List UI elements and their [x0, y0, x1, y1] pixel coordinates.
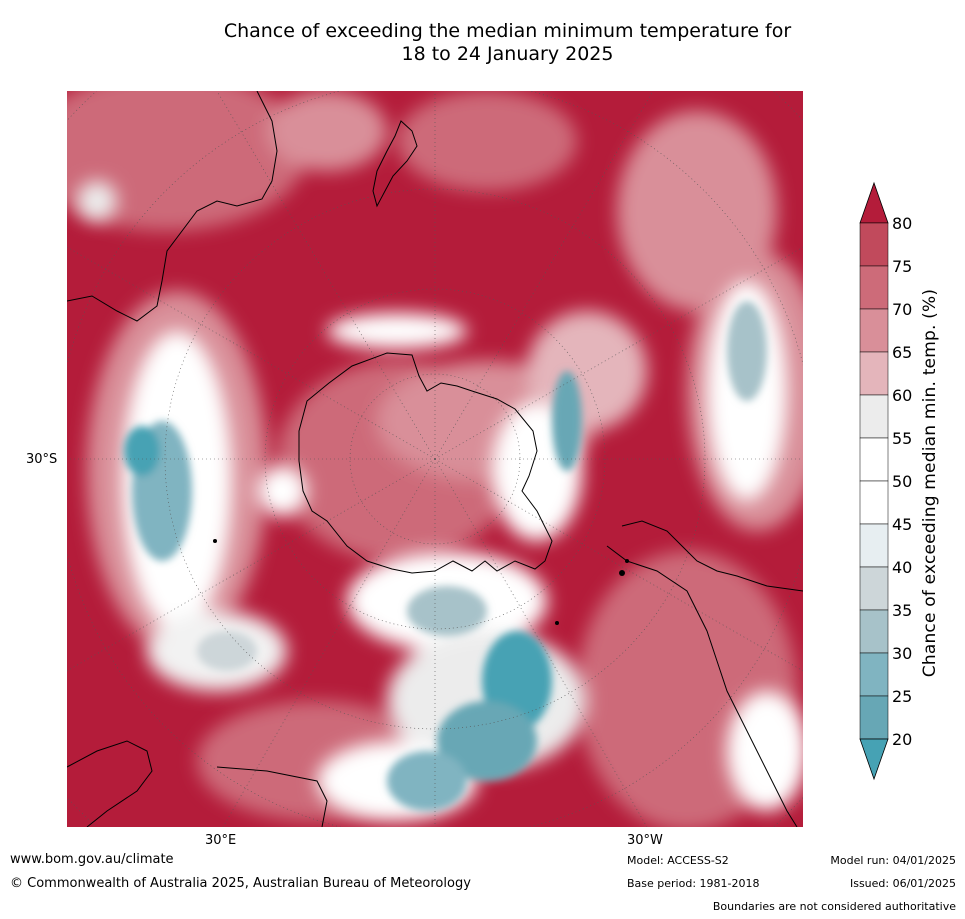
colorbar-band [859, 695, 889, 740]
colorbar-tick-label: 80 [892, 214, 912, 233]
graticule [67, 91, 803, 827]
colorbar-bands [859, 181, 889, 781]
colorbar-band [859, 394, 889, 439]
title-line-2: 18 to 24 January 2025 [401, 43, 614, 65]
colorbar-tick-label: 70 [892, 300, 912, 319]
colorbar-arrow-bottom [859, 738, 889, 781]
south-america-east [606, 545, 798, 827]
colorbar-band [859, 265, 889, 310]
colorbar-band [859, 566, 889, 611]
africa-west [67, 740, 153, 827]
colorbar-band [859, 652, 889, 697]
new-zealand-coast [372, 120, 418, 208]
colorbar-arrow-top [859, 181, 889, 224]
colorbar-tick-label: 20 [892, 730, 912, 749]
colorbar-label: Chance of exceeding median min. temp. (%… [920, 288, 940, 678]
map-panel [67, 91, 803, 827]
islands [213, 539, 629, 625]
colorbar-tick-label: 40 [892, 558, 912, 577]
colorbar-tick-label: 65 [892, 343, 912, 362]
website-link[interactable]: www.bom.gov.au/climate [10, 852, 174, 867]
model-name: Model: ACCESS-S2 [627, 854, 729, 867]
colorbar-tick-label: 45 [892, 515, 912, 534]
colorbar-tick-label: 60 [892, 386, 912, 405]
longitude-label-30w: 30°W [627, 833, 663, 848]
colorbar-tick-label: 25 [892, 687, 912, 706]
teal-regions [124, 301, 767, 811]
coastlines [67, 91, 803, 827]
antarctica-coast [298, 352, 553, 574]
colorbar-band [859, 523, 889, 568]
probability-map [67, 91, 803, 827]
south-america-coast [621, 520, 803, 592]
colorbar-ticks: 80 75 70 65 60 55 50 45 40 35 30 25 20 [892, 214, 912, 749]
colorbar-band [859, 609, 889, 654]
colorbar-band [859, 437, 889, 482]
africa-coast [216, 766, 328, 827]
colorbar-svg: 80 75 70 65 60 55 50 45 40 35 30 25 20 [859, 181, 912, 781]
colorbar: 80 75 70 65 60 55 50 45 40 35 30 25 20 [850, 180, 965, 785]
model-run-date: Model run: 04/01/2025 [830, 854, 956, 867]
title-line-1: Chance of exceeding the median minimum t… [223, 20, 792, 42]
issued-date: Issued: 06/01/2025 [849, 877, 956, 890]
colorbar-band [859, 351, 889, 396]
boundary-disclaimer: Boundaries are not considered authoritat… [712, 900, 956, 913]
colorbar-band [859, 480, 889, 525]
colorbar-tick-label: 75 [892, 257, 912, 276]
latitude-label-30s: 30°S [26, 452, 58, 467]
australia-coast [67, 91, 278, 322]
longitude-label-30e: 30°E [205, 833, 237, 848]
colorbar-tick-label: 55 [892, 429, 912, 448]
chart-title: Chance of exceeding the median minimum t… [0, 20, 965, 66]
colorbar-band [859, 222, 889, 267]
base-period: Base period: 1981-2018 [627, 877, 760, 890]
colorbar-tick-label: 30 [892, 644, 912, 663]
colorbar-band [859, 308, 889, 353]
colorbar-tick-label: 35 [892, 601, 912, 620]
copyright-text: © Commonwealth of Australia 2025, Austra… [10, 876, 471, 891]
colorbar-tick-label: 50 [892, 472, 912, 491]
